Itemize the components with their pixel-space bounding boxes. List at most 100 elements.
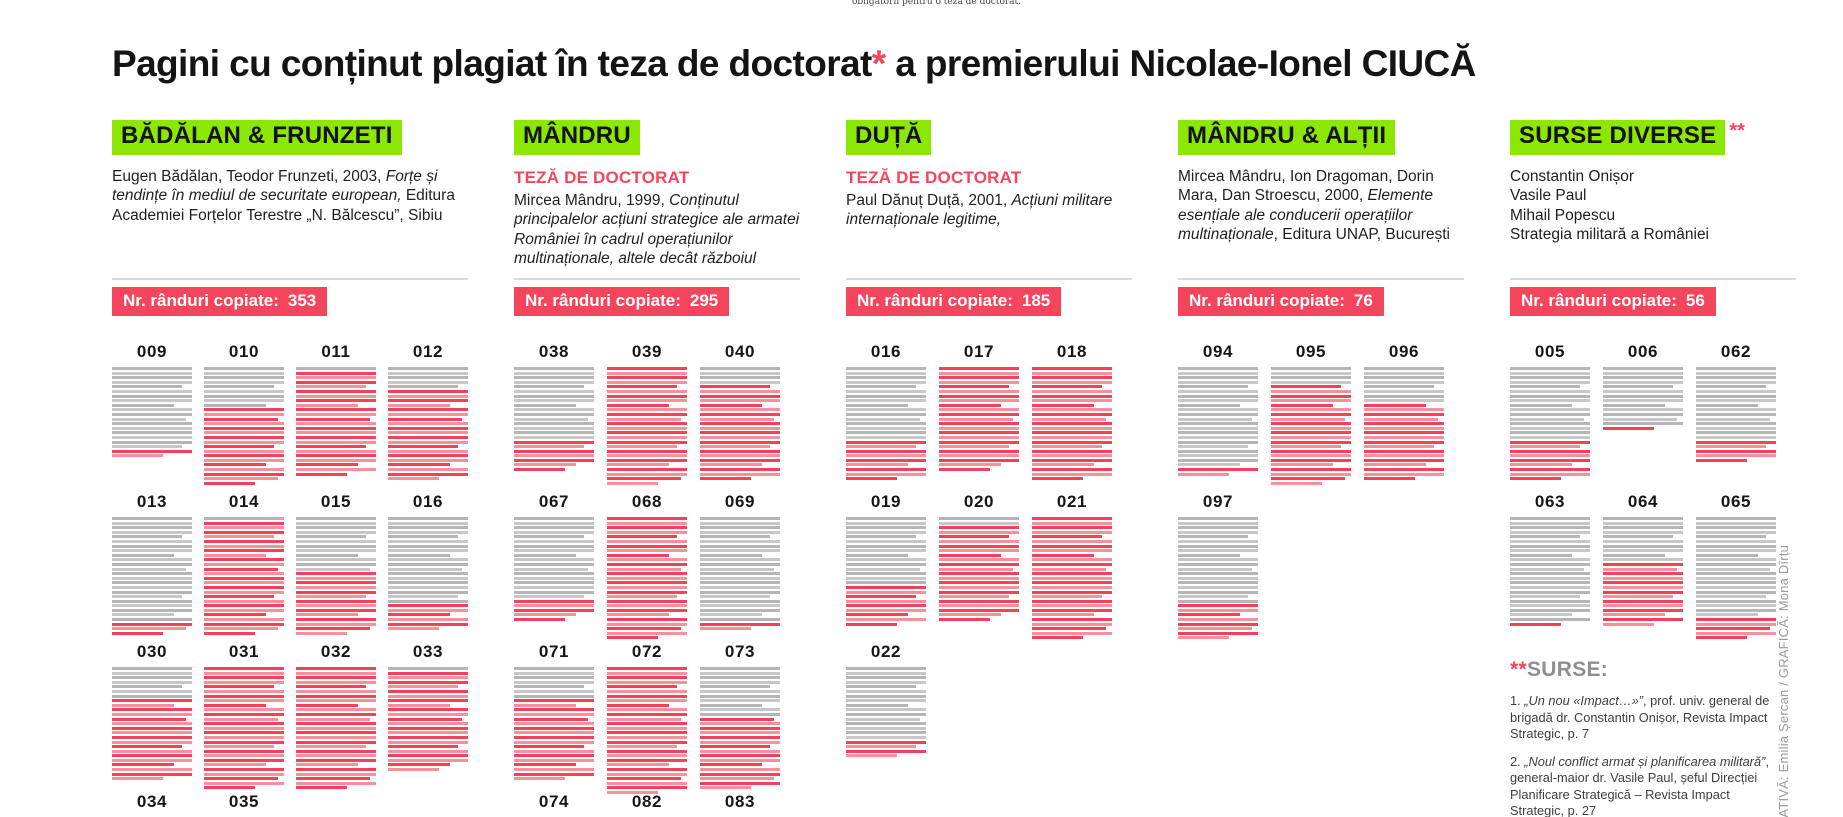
copied-line — [1271, 422, 1351, 426]
original-line — [1510, 389, 1590, 393]
copied-line — [296, 389, 376, 393]
original-line — [112, 431, 192, 435]
original-line — [1510, 585, 1590, 589]
page-thumbnail-cell: 020 — [939, 492, 1019, 623]
original-line — [1178, 544, 1258, 548]
original-line — [1603, 371, 1683, 375]
original-line — [112, 389, 192, 393]
copied-line — [388, 472, 468, 476]
page-thumbnail — [939, 367, 1019, 472]
original-line — [939, 521, 1019, 525]
copied-line — [388, 463, 451, 467]
pages-grid: 038 039 040 067 068 069 071 072 073 074 082 083 — [514, 342, 800, 817]
copied-line — [700, 408, 780, 412]
copied-line — [846, 622, 898, 626]
original-line — [204, 371, 284, 375]
copied-line — [939, 417, 1014, 421]
original-line — [1510, 530, 1590, 534]
copied-line — [607, 376, 687, 380]
copied-line — [1032, 517, 1112, 520]
page-thumbnail-cell: 018 — [1032, 342, 1112, 482]
copied-line — [607, 786, 687, 790]
original-line — [204, 403, 267, 407]
copied-line — [700, 763, 763, 767]
copied-line — [296, 731, 376, 735]
page-thumbnail — [514, 517, 594, 622]
original-line — [296, 544, 376, 548]
original-line — [1696, 553, 1759, 557]
page-thumbnail — [1696, 367, 1776, 462]
copied-line — [204, 408, 284, 412]
copied-line — [1271, 389, 1351, 393]
copied-line — [112, 740, 192, 744]
copied-line — [1510, 468, 1590, 472]
original-line — [388, 599, 468, 603]
copied-line — [1032, 431, 1112, 435]
page-thumbnail — [204, 367, 284, 485]
copied-line — [607, 768, 687, 772]
copied-line — [607, 595, 678, 599]
copied-line — [1696, 622, 1776, 626]
copied-line — [1032, 399, 1112, 403]
original-line — [514, 517, 594, 520]
copied-line — [1364, 403, 1427, 407]
copied-line — [514, 726, 594, 730]
copied-line — [204, 689, 284, 693]
copied-lines-banner: Nr. rânduri copiate: 56 — [1510, 287, 1716, 316]
copied-line — [1032, 622, 1112, 626]
original-line — [1510, 435, 1590, 439]
page-thumbnail — [846, 367, 926, 481]
copied-line — [112, 722, 192, 726]
copied-line — [296, 735, 376, 739]
copied-line — [388, 726, 468, 730]
original-line — [204, 389, 284, 393]
copied-line — [700, 389, 780, 393]
original-line — [514, 585, 594, 589]
original-line — [204, 376, 284, 380]
page-number: 040 — [724, 342, 756, 361]
original-line — [1364, 385, 1435, 389]
copied-line — [1271, 412, 1351, 416]
original-line — [388, 371, 468, 375]
original-line — [1178, 576, 1258, 580]
page-thumbnail — [514, 367, 594, 472]
copied-line — [700, 468, 780, 472]
copied-line — [846, 585, 926, 589]
original-line — [296, 553, 359, 557]
copied-line — [204, 521, 284, 525]
sources-title-text: SURSE: — [1526, 658, 1609, 681]
copied-count-label: Nr. rânduri copiate: — [857, 291, 1013, 310]
original-line — [1178, 549, 1258, 553]
original-line — [112, 445, 183, 449]
copied-line — [939, 426, 1019, 430]
copied-line — [388, 671, 468, 675]
copied-line — [607, 731, 687, 735]
copied-line — [388, 468, 468, 472]
copied-line — [112, 745, 183, 749]
original-line — [514, 376, 594, 380]
copied-line — [607, 608, 687, 612]
copied-line — [204, 786, 256, 790]
original-line — [1510, 367, 1590, 370]
original-line — [296, 521, 376, 525]
original-line — [1178, 521, 1258, 525]
original-line — [1178, 463, 1241, 467]
copied-line — [607, 777, 682, 781]
copied-line — [1271, 454, 1351, 458]
original-line — [112, 685, 183, 689]
copied-line — [607, 517, 687, 520]
original-line — [112, 581, 192, 585]
copied-line — [388, 454, 468, 458]
copied-line — [296, 449, 376, 453]
original-line — [700, 703, 763, 707]
copied-line — [607, 403, 670, 407]
original-line — [514, 671, 594, 675]
original-line — [1510, 431, 1590, 435]
original-line — [388, 562, 468, 566]
page-thumbnail — [607, 667, 687, 795]
copied-line — [607, 477, 682, 481]
original-line — [846, 562, 926, 566]
original-line — [112, 422, 192, 426]
copied-line — [296, 740, 376, 744]
column-header-block: SURSE DIVERSE ** Constantin Onișor Vasile P… — [1510, 120, 1796, 278]
